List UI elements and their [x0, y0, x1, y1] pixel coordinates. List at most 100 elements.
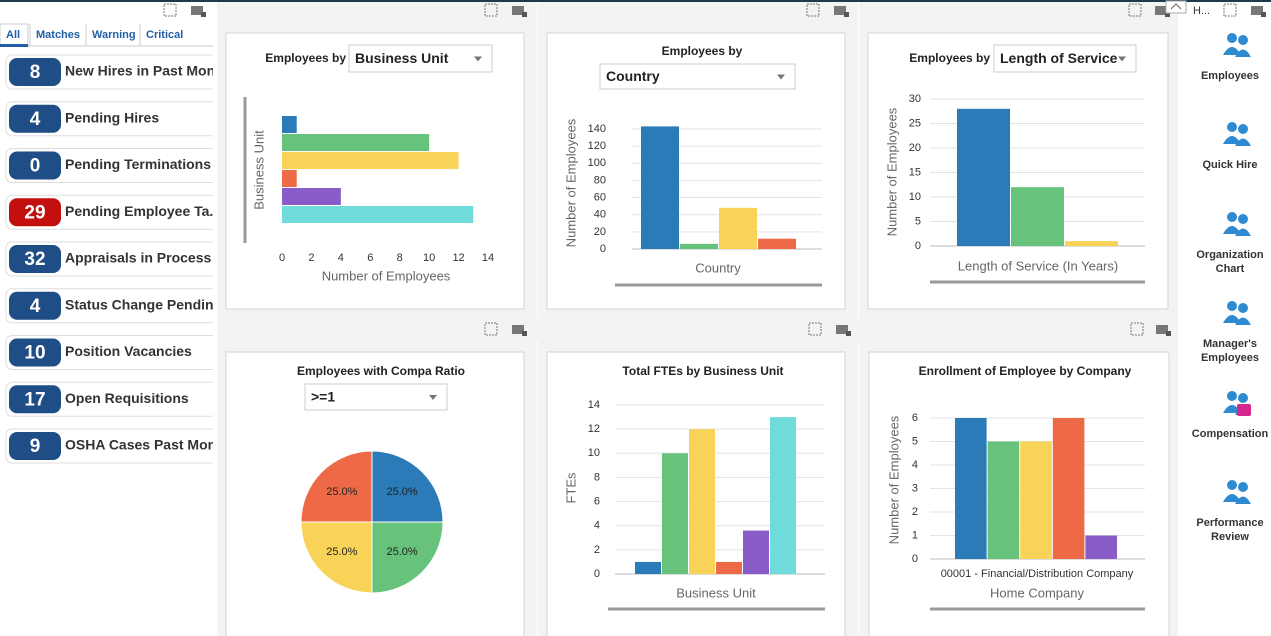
- y-tick-label: 120: [588, 140, 606, 152]
- y-tick-label: 0: [600, 243, 606, 255]
- nav-icon: [1223, 494, 1241, 502]
- kpi-badge: [9, 151, 61, 180]
- dropdown-arrow: [429, 395, 437, 400]
- bar: [1052, 418, 1085, 559]
- y-tick-label: 6: [594, 495, 600, 507]
- dropdown-arrow: [777, 74, 785, 80]
- slice-label: 25.0%: [326, 486, 357, 498]
- y-tick-label: 5: [915, 215, 921, 227]
- pie-slice: [371, 521, 444, 594]
- maximize-icon[interactable]: [1128, 3, 1142, 17]
- kpi-value: 4: [30, 109, 41, 130]
- left-panel: All Matches Warning Critical 8 New Hires in P…: [0, 23, 228, 464]
- nav-label[interactable]: Manager's Employees: [1200, 338, 1260, 364]
- maximize-icon[interactable]: [1223, 3, 1237, 17]
- nav-icon[interactable]: [1227, 122, 1237, 132]
- bar: [743, 530, 769, 574]
- bar: [282, 206, 474, 223]
- y-axis-label: Number of Employees: [884, 107, 899, 236]
- nav-label[interactable]: Quick Hire: [1202, 159, 1258, 171]
- dropdown-value: Business Unit: [355, 50, 449, 66]
- bar: [758, 238, 796, 249]
- bar: [1011, 187, 1064, 246]
- menu-icon[interactable]: [836, 325, 848, 334]
- chart-card: [225, 32, 525, 310]
- maximize-icon[interactable]: [484, 322, 498, 336]
- nav-icon: [1235, 228, 1251, 236]
- bar: [957, 108, 1010, 246]
- nav-label[interactable]: Organization Chart: [1196, 249, 1264, 275]
- nav-header[interactable]: H...: [1193, 5, 1210, 17]
- maximize-icon[interactable]: [484, 3, 498, 17]
- menu-icon[interactable]: [1156, 325, 1168, 334]
- dropdown-value: Country: [606, 68, 660, 84]
- nav-icon: [1223, 405, 1241, 413]
- dropdown-arrow: [1118, 56, 1126, 62]
- filter-tab[interactable]: Matches: [36, 29, 80, 41]
- dropdown[interactable]: [599, 63, 796, 90]
- menu-icon[interactable]: [512, 325, 524, 334]
- menu-icon-dot: [522, 331, 527, 336]
- bar: [987, 441, 1020, 559]
- dropdown[interactable]: [993, 44, 1137, 73]
- nav-icon[interactable]: [1227, 212, 1237, 222]
- nav-label[interactable]: Employees: [1200, 70, 1260, 82]
- maximize-icon[interactable]: [163, 3, 177, 17]
- maximize-icon[interactable]: [806, 3, 820, 17]
- chart: Employees with Compa Ratio >=1 25.0% 25.0% 2…: [225, 351, 525, 636]
- menu-icon-dot: [201, 12, 206, 17]
- x-tick-label: 8: [397, 252, 403, 264]
- maximize-icon[interactable]: [1130, 322, 1144, 336]
- kpi-badge: [9, 104, 61, 133]
- maximize-icon[interactable]: [808, 322, 822, 336]
- kpi-value: 32: [24, 249, 45, 270]
- kpi-badge: [9, 245, 61, 273]
- kpi-label: Pending Employee Ta...: [65, 203, 221, 219]
- kpi-badge: [9, 58, 61, 86]
- y-tick-label: 100: [588, 157, 606, 169]
- filter-tab[interactable]: All: [6, 29, 20, 41]
- bar: [282, 170, 297, 187]
- chart: Employees byCountry020406080100120140Cou…: [546, 32, 846, 310]
- dropdown[interactable]: [348, 44, 493, 73]
- menu-icon[interactable]: [1251, 6, 1263, 15]
- nav-icon[interactable]: [1227, 480, 1237, 490]
- menu-icon-dot: [522, 12, 527, 17]
- nav-label[interactable]: Performance Review: [1196, 517, 1264, 543]
- menu-icon[interactable]: [512, 6, 524, 15]
- menu-icon[interactable]: [191, 6, 203, 15]
- bar: [716, 561, 742, 574]
- slice-label: 25.0%: [387, 546, 418, 558]
- dropdown[interactable]: [304, 383, 448, 411]
- menu-icon-dot: [1166, 331, 1171, 336]
- nav-icon[interactable]: [1227, 33, 1237, 43]
- menu-icon[interactable]: [834, 6, 846, 15]
- x-axis-label: Home Company: [990, 585, 1084, 600]
- menu-icon[interactable]: [1155, 6, 1167, 15]
- y-tick-label: 0: [915, 240, 921, 252]
- filter-tab[interactable]: Critical: [146, 29, 183, 41]
- x-axis-label: Country: [695, 260, 741, 275]
- y-axis-label: Number of Employees: [886, 415, 901, 544]
- chart-title: Employees by: [265, 51, 346, 65]
- x-tick-label: 10: [423, 252, 435, 264]
- nav-icon[interactable]: [1227, 391, 1237, 401]
- collapse-button[interactable]: [1165, 0, 1187, 14]
- panel-header-row: [217, 318, 1178, 340]
- nav-label[interactable]: Compensation: [1191, 428, 1269, 440]
- chart: Total FTEs by Business Unit 0 2 4 6 8 10 12 14 Bu…: [546, 351, 846, 636]
- y-tick-label: 6: [912, 412, 918, 424]
- filter-tab[interactable]: Warning: [92, 29, 136, 41]
- nav-icon: [1238, 303, 1248, 313]
- kpi-value: 10: [24, 343, 45, 364]
- x-tick-label: 12: [452, 252, 464, 264]
- menu-icon-dot: [1261, 12, 1266, 17]
- kpi-label: Position Vacancies: [65, 343, 192, 359]
- nav-icon[interactable]: [1227, 301, 1237, 311]
- slice-label: 25.0%: [326, 546, 357, 558]
- bar: [719, 207, 757, 249]
- menu-icon-dot: [1165, 12, 1170, 17]
- kpi-label: New Hires in Past Month: [65, 63, 228, 79]
- bar: [689, 429, 715, 574]
